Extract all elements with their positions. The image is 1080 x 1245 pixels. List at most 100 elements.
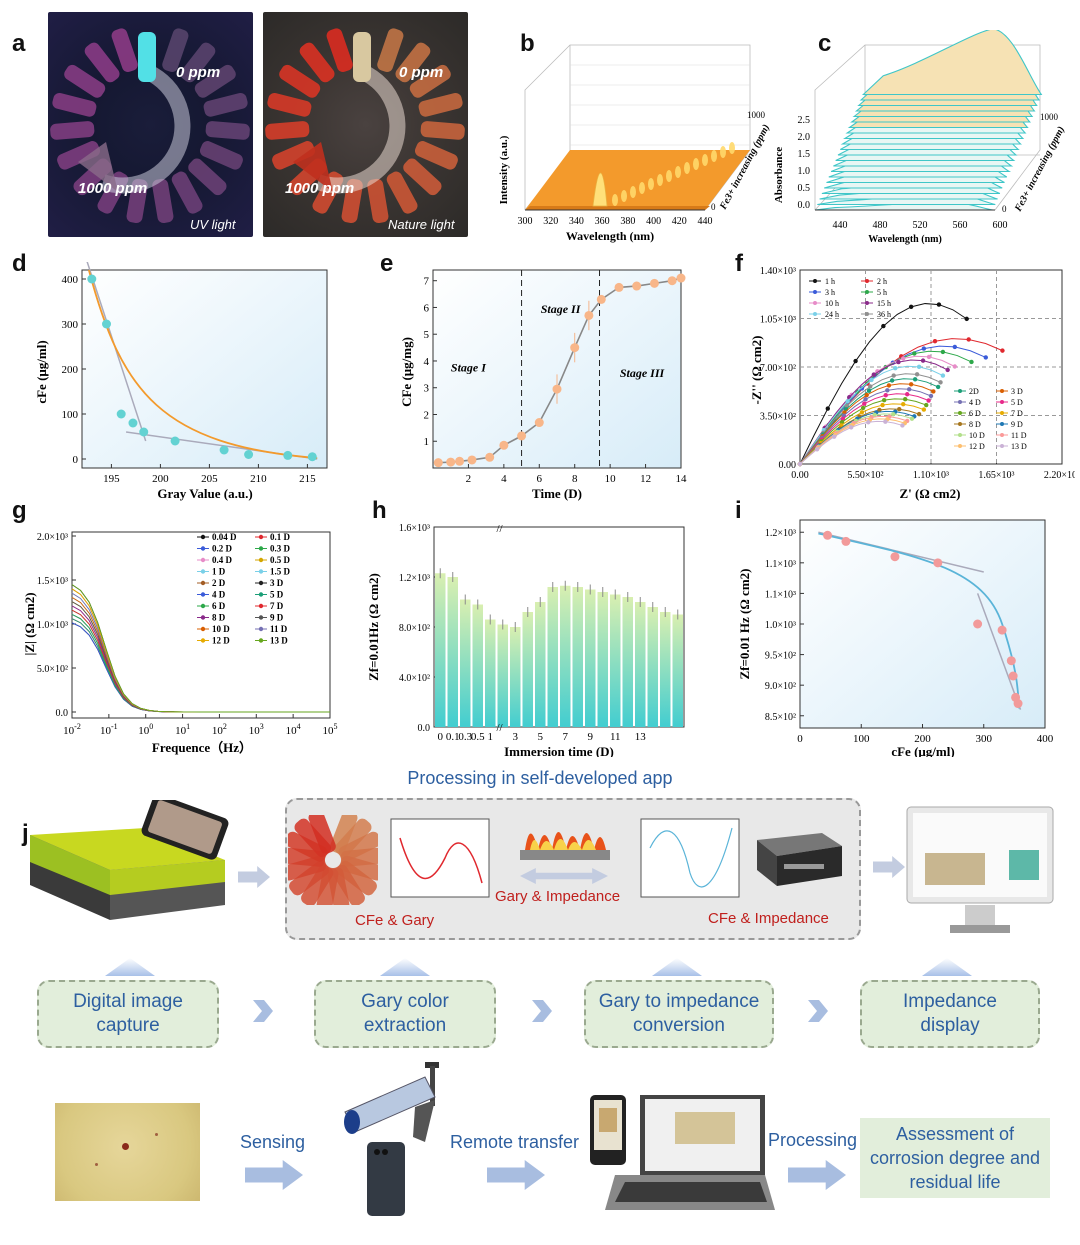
chart-f-point (938, 380, 943, 385)
chart-b-ridge-peak (711, 150, 717, 162)
chart-g-legend-label: 0.2 D (212, 544, 233, 554)
chart-f-point (797, 461, 803, 467)
chart-f-legend-label: 24 h (825, 310, 839, 319)
chart-b-ridge-peak (720, 146, 726, 158)
chart-i-ytick: 1.1×10³ (765, 589, 796, 600)
panel-label-j: j (22, 820, 29, 847)
chart-g-legend-label: 0.1 D (270, 532, 291, 542)
tube (308, 815, 336, 854)
chart-g-legend-label: 5 D (270, 590, 284, 600)
chart-g-legend-label: 7 D (270, 601, 284, 611)
app-title: Processing in self-developed app (407, 768, 673, 788)
chart-h-bar (447, 577, 458, 727)
chart-i-ytick: 1.0×10³ (765, 620, 796, 631)
chart-f-point (912, 351, 917, 356)
result-assessment-box: Assessment of corrosion degree and resid… (860, 1118, 1050, 1198)
chart-f-point (931, 389, 936, 394)
chart-e-ylabel: CFe (μg/mg) (399, 337, 414, 407)
chart-c-ylabel: Absorbance (773, 147, 785, 203)
chart-f-point (831, 434, 837, 439)
chart-f-point (868, 384, 873, 389)
chart-f-point (935, 384, 941, 390)
chart-d-point (244, 450, 254, 459)
chart-f-point (966, 337, 971, 342)
chart-f-point (904, 392, 910, 397)
chart-h-bar (522, 612, 533, 727)
chart-d-fit (87, 269, 318, 459)
chart-h-bar (572, 587, 583, 727)
chart-f-point (916, 364, 922, 370)
chart-i-point (841, 536, 851, 546)
chart-h-xtick: 5 (538, 731, 544, 743)
chart-f-point (864, 392, 869, 398)
chart-f-ytick: 0.00 (779, 460, 797, 471)
tube (330, 815, 358, 854)
chart-i-point (890, 552, 900, 562)
chart-f-legend-label: 12 D (969, 442, 985, 451)
chart-d-point (102, 319, 111, 329)
chart-c-xtick: 560 (953, 220, 968, 231)
step-pointer-2 (380, 958, 430, 976)
chart-h: 0.0 4.0×10² 8.0×10² 1.2×10³ 1.6×10³ 0 0.10.30.… (366, 523, 685, 757)
tube (299, 42, 335, 83)
tube-ring-uv (50, 28, 250, 224)
arrow-processing (788, 1160, 846, 1190)
chart-b-ylabel: Intensity (a.u.) (498, 135, 510, 204)
chart-d-point (139, 427, 149, 437)
chart-e-ytick: 2 (424, 409, 430, 421)
chart-h-bar (585, 589, 596, 727)
chart-d-ytick: 200 (62, 364, 79, 376)
chart-h-bar (647, 607, 658, 727)
chart-i-point (1008, 671, 1018, 681)
chart-b-xtick: 380 (620, 216, 635, 227)
chart-h-bar (560, 585, 571, 727)
chart-c-xtick: 480 (873, 220, 888, 231)
chart-d-xtick: 195 (103, 473, 120, 485)
chart-b-ridge-peak (621, 190, 627, 202)
chart-f-point (940, 373, 946, 378)
chart-c-ytick: 1.5 (798, 149, 811, 160)
tube-ring-small (288, 815, 378, 905)
chart-i-xtick: 400 (1037, 733, 1054, 745)
chart-i-point (997, 625, 1007, 635)
chart-d-ytick: 300 (62, 319, 79, 331)
chart-i-ytick: 1.1×10³ (765, 559, 796, 570)
chart-e-point (446, 457, 456, 467)
chart-f-point (845, 399, 850, 404)
chart-e-stage1: Stage I (451, 361, 487, 375)
chart-f-point (920, 358, 926, 363)
uv-light-label: UV light (190, 217, 236, 232)
chart-f-point (936, 302, 942, 307)
chart-f-point (901, 402, 906, 407)
chart-i-point (933, 558, 943, 568)
chart-f-point (901, 356, 906, 361)
chart-e-ytick: 1 (424, 436, 430, 448)
chart-f-ytick: 3.50×10² (760, 412, 796, 423)
chart-h-bar (635, 602, 646, 727)
tube (367, 178, 389, 224)
chart-f-ylabel: -Z'' (Ω cm2) (749, 336, 764, 405)
chart-e-point (649, 278, 659, 288)
chart-g-xtick: 104 (286, 722, 301, 737)
chart-f-point (883, 393, 888, 398)
chart-f-point (849, 425, 854, 430)
chart-h-xtick: 7 (563, 731, 569, 743)
chart-h-xtick: 11 (610, 731, 621, 743)
chart-h-ytick: 8.0×10² (399, 623, 430, 634)
chart-h-bar (497, 624, 508, 727)
chart-h-xtick: 9 (588, 731, 594, 743)
chart-f-point (952, 364, 958, 369)
chart-e-point (517, 431, 527, 441)
chart-g-legend-label: 0.5 D (270, 555, 291, 565)
chart-e-xtick: 12 (640, 473, 651, 485)
chart-g-xtick: 10-1 (100, 722, 118, 737)
chart-h-ytick: 0.0 (418, 723, 431, 734)
chart-f-legend-label: 5 h (877, 288, 887, 297)
panel-label-b: b (520, 30, 535, 57)
uv-zero-label: 0 ppm (176, 64, 221, 81)
chart-f-point (964, 316, 969, 322)
chart-g-legend-label: 8 D (212, 613, 226, 623)
chart-d-point (219, 445, 229, 455)
chart-h-axis-break: // (497, 722, 504, 734)
chart-f-point (900, 423, 905, 428)
